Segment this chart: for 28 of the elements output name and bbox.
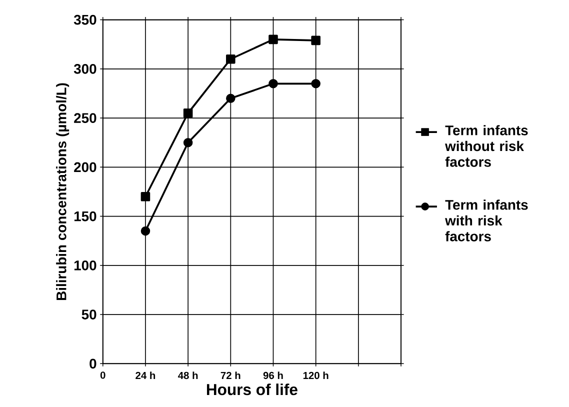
point bbox=[226, 54, 236, 64]
y-tick-label: 50 bbox=[82, 309, 96, 320]
y-tick-label: 350 bbox=[74, 14, 96, 25]
x-tick-label: 24 h bbox=[136, 371, 156, 379]
x-tick-label: 48 h bbox=[178, 371, 198, 379]
point bbox=[311, 78, 320, 88]
y-tick-label: 100 bbox=[74, 260, 96, 270]
x-tick-label: 72 h bbox=[220, 371, 240, 379]
legend-label: Term infants without risk factors bbox=[445, 124, 528, 167]
legend-label: Term infants with risk factors bbox=[445, 199, 528, 242]
point bbox=[268, 34, 278, 44]
y-tick-label: 0 bbox=[90, 358, 96, 368]
y-tick-label: 200 bbox=[74, 162, 96, 172]
point bbox=[311, 36, 320, 45]
x-tick-label: 120 h bbox=[303, 371, 328, 379]
point bbox=[226, 94, 236, 103]
x-tick-label: 0 bbox=[100, 371, 106, 379]
point bbox=[140, 192, 150, 202]
point bbox=[183, 138, 193, 148]
point bbox=[183, 108, 193, 118]
y-tick-label: 300 bbox=[74, 64, 96, 74]
y-tick-label: 250 bbox=[74, 112, 96, 123]
point bbox=[140, 226, 150, 236]
y-axis-title: Bilirubin concentrations (µmol/L) bbox=[56, 83, 70, 300]
x-axis-title: Hours of life bbox=[206, 383, 298, 396]
x-tick-label: 96 h bbox=[263, 371, 283, 379]
y-tick-label: 150 bbox=[74, 211, 96, 222]
point bbox=[268, 78, 278, 88]
